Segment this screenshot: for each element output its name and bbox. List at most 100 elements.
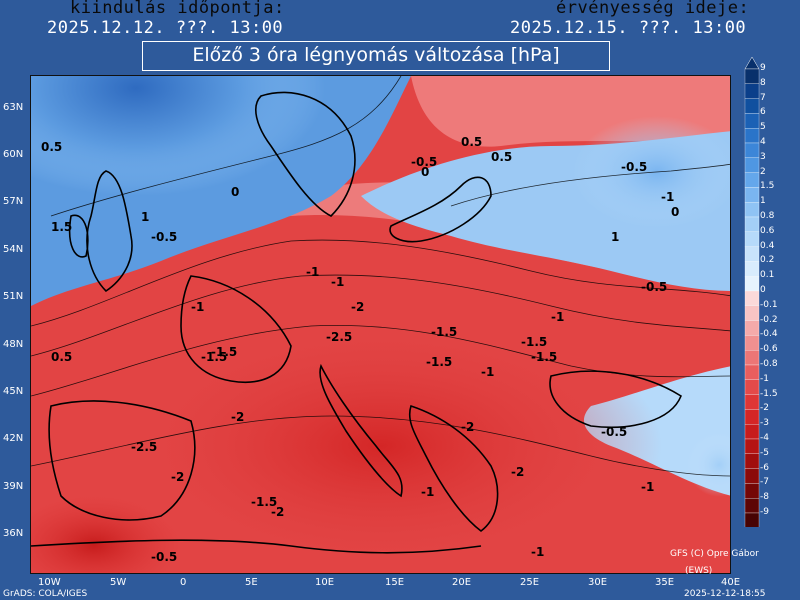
- legend-swatch: [744, 290, 760, 306]
- lon-tick-label: 10W: [38, 577, 61, 588]
- legend-swatch: [744, 498, 760, 514]
- lon-tick-label: 5E: [245, 577, 258, 588]
- contour-value-label: -1.5: [431, 325, 457, 339]
- legend-level-label: 0.2: [760, 255, 775, 266]
- coast-british-isles: [86, 170, 133, 293]
- legend-top-arrow: [744, 57, 760, 70]
- contour-value-label: -1: [481, 365, 494, 379]
- legend-swatch: [744, 172, 760, 188]
- legend-swatch: [744, 364, 760, 380]
- lon-tick-label: 20E: [452, 577, 472, 588]
- legend-swatch: [744, 394, 760, 410]
- isobar-contours: [31, 76, 730, 477]
- lon-tick-label: 5W: [110, 577, 127, 588]
- coastlines: [31, 91, 682, 554]
- legend-swatch: [744, 320, 760, 336]
- lon-tick-label: 15E: [385, 577, 405, 588]
- legend-level-label: -9: [760, 507, 769, 517]
- contour-value-label: -0.5: [601, 425, 627, 439]
- legend-level-label: 0.8: [760, 211, 775, 221]
- lon-tick-label: 25E: [520, 577, 540, 588]
- lon-tick-label: 40E: [721, 577, 741, 588]
- legend-level-label: -1.5: [760, 388, 778, 399]
- legend-swatch: [744, 424, 760, 440]
- legend-swatch: [744, 453, 760, 469]
- legend-swatch: [744, 202, 760, 218]
- map-canvas: -0.50.5-1-1.5-2-2.5011.5-0.50.5-1-1.5-2-…: [31, 76, 730, 573]
- legend-swatch: [744, 216, 760, 232]
- legend-level-label: 2: [760, 166, 766, 177]
- legend-level-label: -0.1: [760, 299, 778, 310]
- contour-value-label: 0.5: [41, 140, 62, 154]
- contour-value-label: -1.5: [201, 350, 227, 364]
- contour-value-label: -1.5: [426, 355, 452, 369]
- contour-value-label: -2: [511, 465, 524, 479]
- legend-swatch: [744, 335, 760, 351]
- contour-value-label: -1.5: [251, 495, 277, 509]
- legend-swatch: [744, 276, 760, 292]
- legend-level-label: 1.5: [760, 181, 775, 192]
- legend-swatch: [744, 379, 760, 395]
- contour-value-label: 1.5: [51, 220, 72, 234]
- contour-value-label: 0: [231, 185, 239, 199]
- legend-swatch: [744, 98, 760, 114]
- legend-swatch: [744, 483, 760, 499]
- legend-swatch: [744, 261, 760, 277]
- legend-swatch: [744, 157, 760, 173]
- lon-tick-label: 0: [180, 577, 187, 588]
- legend-level-label: 6: [760, 107, 766, 118]
- legend-level-label: -0.8: [760, 359, 778, 369]
- color-legend: [744, 57, 760, 527]
- legend-level-label: 1: [760, 196, 766, 207]
- legend-swatch: [744, 305, 760, 321]
- legend-swatch: [744, 231, 760, 247]
- lat-tick-label: 51N: [3, 291, 24, 302]
- legend-level-label: 8: [760, 77, 766, 88]
- coast-iberia: [48, 400, 196, 521]
- timestamp: 2025-12-12-18:55: [684, 589, 766, 599]
- legend-level-label: 9: [760, 63, 766, 73]
- contour-value-label: -0.5: [151, 230, 177, 244]
- credit-line-2: (EWS): [685, 566, 713, 576]
- init-time: 2025.12.12. ???. 13:00: [47, 18, 284, 38]
- contour-value-label: -1.5: [531, 350, 557, 364]
- contour-value-label: -0.5: [641, 280, 667, 294]
- legend-swatch: [744, 83, 760, 99]
- legend-level-label: 0.6: [760, 225, 775, 236]
- contour-value-label: -1.5: [211, 345, 237, 359]
- contour-value-label: -1: [551, 310, 564, 324]
- lat-tick-label: 36N: [3, 528, 24, 539]
- legend-level-label: -7: [760, 477, 769, 488]
- contour-value-label: -1: [641, 480, 654, 494]
- legend-level-label: 0: [760, 285, 766, 295]
- contour-value-label: -1: [331, 275, 344, 289]
- legend-level-label: 0.1: [760, 270, 775, 281]
- legend-level-label: -8: [760, 492, 769, 503]
- contour-value-label: 1: [611, 230, 619, 244]
- legend-swatch: [744, 512, 760, 527]
- lat-tick-label: 60N: [3, 149, 24, 160]
- contour-value-label: -1: [661, 190, 674, 204]
- legend-level-label: 4: [760, 137, 766, 147]
- legend-swatch: [744, 409, 760, 425]
- contour-value-label: -1: [306, 265, 319, 279]
- lat-tick-label: 54N: [3, 244, 24, 255]
- contour-value-label: -0.5: [151, 550, 177, 564]
- legend-level-label: -4: [760, 433, 769, 443]
- coast-france: [180, 275, 292, 383]
- legend-swatch: [744, 187, 760, 203]
- lat-tick-label: 39N: [3, 481, 24, 492]
- coast-italy: [319, 363, 403, 498]
- legend-swatch: [744, 113, 760, 129]
- legend-level-label: -6: [760, 462, 769, 473]
- pressure-change-map: -0.5 0.5 -1 -1.5 -2 -2.5 0 1 1.5 -0.5 0.5 -1 -1.5 -2-…: [30, 75, 731, 574]
- contour-value-label: -2: [171, 470, 184, 484]
- legend-swatch: [744, 142, 760, 158]
- contour-value-label: -2: [461, 420, 474, 434]
- coast-scandinavia: [255, 91, 356, 217]
- contour-value-label: 0.5: [461, 135, 482, 149]
- contour-value-label: -1: [191, 300, 204, 314]
- contour-value-label: -2: [351, 300, 364, 314]
- contour-value-label: -0.5: [621, 160, 647, 174]
- valid-time: 2025.12.15. ???. 13:00: [510, 18, 747, 38]
